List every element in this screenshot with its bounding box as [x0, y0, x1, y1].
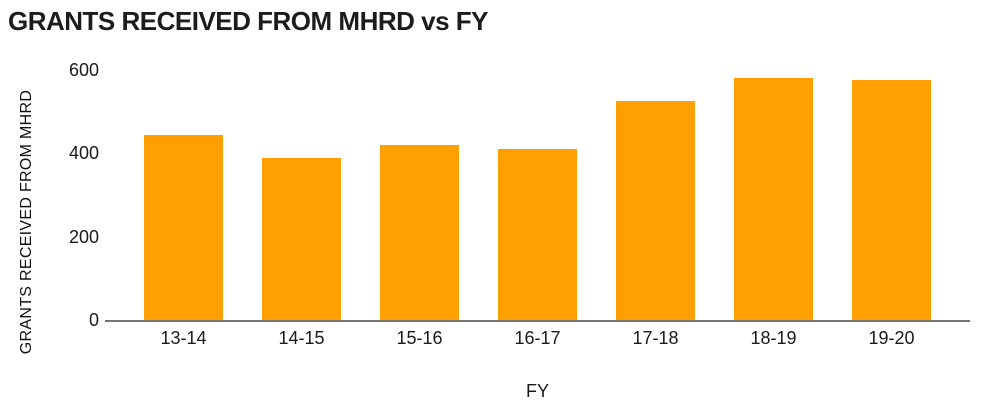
x-axis-title: FY [525, 381, 549, 401]
x-tick-label: 15-16 [396, 328, 443, 348]
bar-18-19 [734, 78, 813, 320]
bar-17-18 [616, 101, 695, 320]
bar-16-17 [498, 149, 577, 320]
x-axis-tick-labels: 13-14 14-15 15-16 16-17 17-18 18-19 19-20 [105, 328, 970, 349]
bar-15-16 [380, 145, 459, 320]
chart-title: GRANTS RECEIVED FROM MHRD vs FY [8, 6, 489, 36]
x-tick-label: 16-17 [514, 328, 561, 348]
bar-19-20 [852, 80, 931, 320]
x-tick-label: 18-19 [750, 328, 797, 348]
bar-14-15 [262, 157, 341, 320]
bar-13-14 [144, 134, 223, 320]
x-tick-label: 17-18 [632, 328, 679, 348]
x-tick-label: 14-15 [278, 328, 325, 348]
y-axis-tick-labels: 0 200 400 600 [0, 0, 99, 412]
x-tick-label: 19-20 [868, 328, 915, 348]
plot-area [105, 70, 970, 322]
y-tick-label: 0 [88, 310, 99, 330]
y-tick-label: 600 [68, 60, 99, 80]
y-tick-label: 200 [68, 226, 99, 247]
y-tick-label: 400 [68, 143, 99, 164]
x-tick-label: 13-14 [160, 328, 207, 348]
